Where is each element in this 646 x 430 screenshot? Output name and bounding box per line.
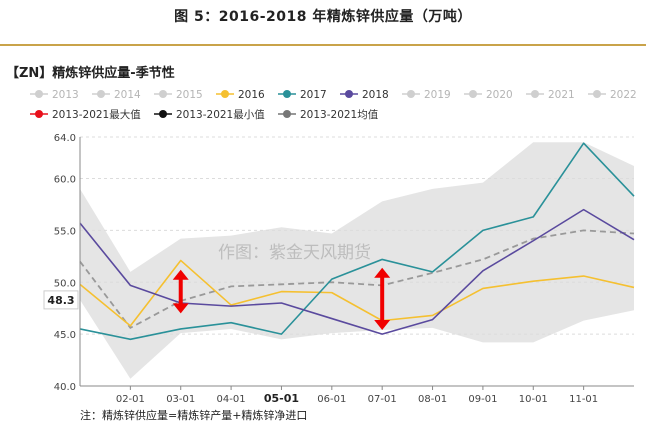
- change-arrows: [172, 267, 391, 330]
- legend-item-2019: 2019: [402, 89, 451, 101]
- footnote: 注：精炼锌供应量=精炼锌产量+精炼锌净进口: [80, 409, 308, 422]
- arrow-head-down: [374, 319, 391, 330]
- range-band: [80, 142, 634, 379]
- arrow-head-up: [172, 269, 189, 280]
- legend-label: 2021: [548, 89, 575, 101]
- legend-label: 2017: [300, 89, 327, 101]
- watermark: 作图：紫金天风期货: [218, 243, 371, 263]
- y-tick-label: 55.0: [54, 226, 76, 237]
- series-line-2017: [79, 142, 635, 341]
- legend-item-2014: 2014: [92, 89, 141, 101]
- legend-marker: [35, 110, 43, 118]
- legend-label: 2013-2021最小值: [176, 108, 265, 121]
- double-arrow-2: [374, 267, 391, 330]
- legend-label: 2020: [486, 89, 513, 101]
- x-tick-label: 09-01: [468, 394, 497, 405]
- legend-item-2022: 2022: [588, 89, 637, 101]
- legend-label: 2013-2021最大值: [52, 108, 141, 121]
- legend-item-min: 2013-2021最小值: [154, 108, 265, 121]
- x-tick-label: 05-01: [264, 392, 299, 405]
- x-tick-label: 02-01: [116, 394, 145, 405]
- legend-item-2021: 2021: [526, 89, 575, 101]
- gridlines: [80, 136, 634, 335]
- legend-item-2015: 2015: [154, 89, 203, 101]
- legend-marker: [159, 110, 167, 118]
- legend-marker: [593, 90, 601, 98]
- x-tick-label: 11-01: [569, 394, 598, 405]
- y-tick-label: 40.0: [54, 382, 76, 393]
- series-line-2016: [79, 259, 635, 327]
- legend-marker: [159, 90, 167, 98]
- watermark-text: 作图：紫金天风期货: [218, 243, 371, 263]
- chart-title: 【ZN】精炼锌供应量-季节性: [6, 66, 175, 81]
- current-value-badge: 48.3: [43, 290, 79, 310]
- legend-item-2018: 2018: [340, 89, 389, 101]
- y-tick-label: 50.0: [54, 278, 76, 289]
- double-arrow-1: [172, 269, 189, 314]
- x-tick-label: 07-01: [368, 394, 397, 405]
- legend: 2013 2014 2015 2016 2017 2018 2019 2020 2021 2022…: [30, 89, 637, 121]
- x-tick-label: 03-01: [166, 394, 195, 405]
- series-line-2018: [79, 208, 635, 335]
- legend-label: 2013: [52, 89, 79, 101]
- legend-label: 2013-2021均值: [300, 108, 379, 121]
- legend-label: 2016: [238, 89, 265, 101]
- legend-marker: [345, 90, 353, 98]
- average-line: [79, 229, 635, 330]
- legend-marker: [283, 90, 291, 98]
- legend-marker: [531, 90, 539, 98]
- legend-item-2017: 2017: [278, 89, 327, 101]
- x-tick-label: 08-01: [418, 394, 447, 405]
- legend-item-max: 2013-2021最大值: [30, 108, 141, 121]
- title-divider: [0, 44, 646, 46]
- legend-item-2013: 2013: [30, 89, 79, 101]
- legend-marker: [221, 90, 229, 98]
- x-tick-label: 10-01: [519, 394, 548, 405]
- current-value-box: [43, 290, 79, 310]
- current-value-label: 48.3: [47, 294, 74, 307]
- legend-marker: [35, 90, 43, 98]
- legend-label: 2019: [424, 89, 451, 101]
- y-tick-label: 45.0: [54, 330, 76, 341]
- legend-item-avg_marker: 2013-2021均值: [278, 108, 379, 121]
- legend-marker: [283, 110, 291, 118]
- legend-label: 2018: [362, 89, 389, 101]
- x-tick-label: 04-01: [217, 394, 246, 405]
- arrow-head-down: [172, 303, 189, 314]
- figure-title: 图 5：2016-2018 年精炼锌供应量（万吨）: [174, 9, 472, 25]
- range-band-area: [80, 142, 634, 379]
- arrow-head-up: [374, 267, 391, 278]
- legend-marker: [97, 90, 105, 98]
- legend-label: 2015: [176, 89, 203, 101]
- series-lines: [79, 142, 635, 341]
- y-tick-label: 64.0: [54, 133, 76, 144]
- legend-label: 2014: [114, 89, 141, 101]
- x-tick-label: 06-01: [317, 394, 346, 405]
- y-tick-label: 60.0: [54, 175, 76, 186]
- legend-label: 2022: [610, 89, 637, 101]
- legend-marker: [407, 90, 415, 98]
- legend-marker: [469, 90, 477, 98]
- legend-item-2016: 2016: [216, 89, 265, 101]
- legend-item-2020: 2020: [464, 89, 513, 101]
- axes: 40.0 45.0 50.0 55.0 60.0 64.0 02-01 03-01 04-01 0…: [43, 133, 634, 405]
